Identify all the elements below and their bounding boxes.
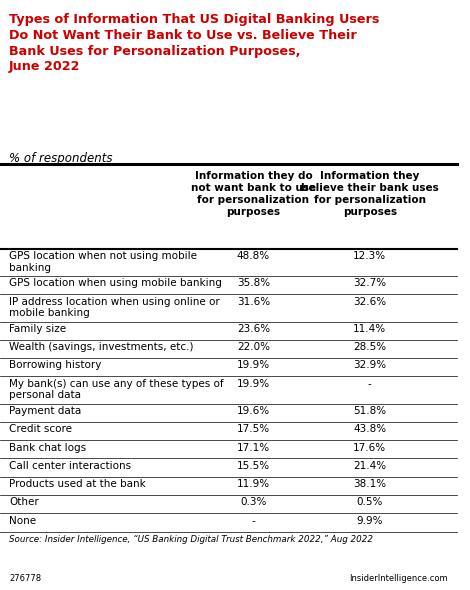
Text: 31.6%: 31.6% [237, 297, 270, 307]
Text: 0.3%: 0.3% [240, 497, 266, 507]
Text: GPS location when using mobile banking: GPS location when using mobile banking [9, 278, 222, 289]
Text: 48.8%: 48.8% [237, 251, 270, 261]
Text: 12.3%: 12.3% [353, 251, 386, 261]
Text: Products used at the bank: Products used at the bank [9, 479, 146, 489]
Text: 17.5%: 17.5% [237, 424, 270, 434]
Text: None: None [9, 516, 36, 526]
Text: 19.6%: 19.6% [237, 406, 270, 416]
Text: Payment data: Payment data [9, 406, 81, 416]
Text: IP address location when using online or
mobile banking: IP address location when using online or… [9, 297, 220, 319]
Text: -: - [251, 516, 255, 526]
Text: 43.8%: 43.8% [353, 424, 386, 434]
Text: 51.8%: 51.8% [353, 406, 386, 416]
Text: Information they do
not want bank to use
for personalization
purposes: Information they do not want bank to use… [191, 171, 316, 217]
Text: 32.7%: 32.7% [353, 278, 386, 289]
Text: 23.6%: 23.6% [237, 324, 270, 334]
Text: Bank chat logs: Bank chat logs [9, 442, 86, 453]
Text: 276778: 276778 [9, 574, 41, 583]
Text: 35.8%: 35.8% [237, 278, 270, 289]
Text: 9.9%: 9.9% [357, 516, 383, 526]
Text: -: - [368, 379, 372, 389]
Text: Credit score: Credit score [9, 424, 72, 434]
Text: 17.1%: 17.1% [237, 442, 270, 453]
Text: 19.9%: 19.9% [237, 360, 270, 371]
Text: Types of Information That US Digital Banking Users
Do Not Want Their Bank to Use: Types of Information That US Digital Ban… [9, 13, 379, 73]
Text: Source: Insider Intelligence, “US Banking Digital Trust Benchmark 2022,” Aug 202: Source: Insider Intelligence, “US Bankin… [9, 535, 373, 544]
Text: % of respondents: % of respondents [9, 152, 113, 165]
Text: 32.6%: 32.6% [353, 297, 386, 307]
Text: 19.9%: 19.9% [237, 379, 270, 389]
Text: Call center interactions: Call center interactions [9, 461, 131, 471]
Text: Family size: Family size [9, 324, 66, 334]
Text: Borrowing history: Borrowing history [9, 360, 102, 371]
Text: InsiderIntelligence.com: InsiderIntelligence.com [349, 574, 447, 583]
Text: 15.5%: 15.5% [237, 461, 270, 471]
Text: My bank(s) can use any of these types of
personal data: My bank(s) can use any of these types of… [9, 379, 224, 401]
Text: 21.4%: 21.4% [353, 461, 386, 471]
Text: GPS location when not using mobile
banking: GPS location when not using mobile banki… [9, 251, 197, 273]
Text: 22.0%: 22.0% [237, 342, 270, 352]
Text: 38.1%: 38.1% [353, 479, 386, 489]
Text: Information they
believe their bank uses
for personalization
purposes: Information they believe their bank uses… [301, 171, 439, 217]
Text: 17.6%: 17.6% [353, 442, 386, 453]
Text: 0.5%: 0.5% [357, 497, 383, 507]
Text: Other: Other [9, 497, 39, 507]
Text: Wealth (savings, investments, etc.): Wealth (savings, investments, etc.) [9, 342, 194, 352]
Text: 11.9%: 11.9% [237, 479, 270, 489]
Text: 11.4%: 11.4% [353, 324, 386, 334]
Text: 28.5%: 28.5% [353, 342, 386, 352]
Text: 32.9%: 32.9% [353, 360, 386, 371]
